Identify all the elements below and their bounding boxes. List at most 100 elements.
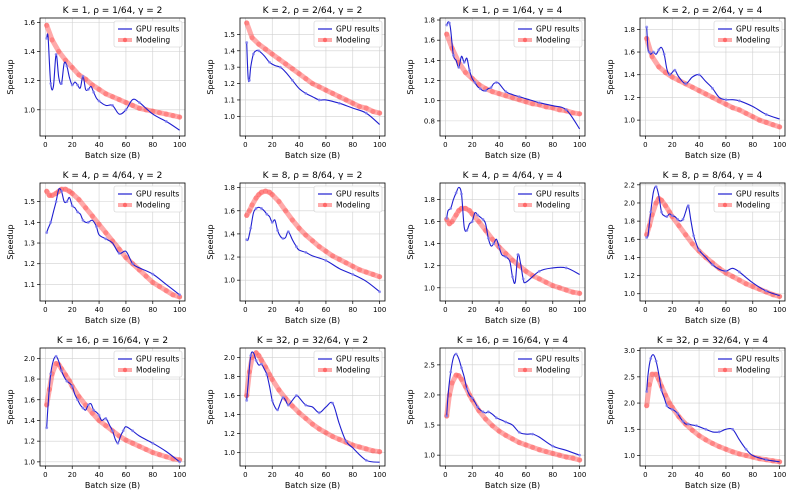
subplot-11-gpu-point-0 bbox=[445, 414, 449, 418]
subplot-12-ylabel: Speedup bbox=[606, 389, 615, 424]
subplot-10-modeling-point-5 bbox=[258, 357, 265, 363]
subplot-5-modeling-point-2 bbox=[49, 192, 55, 199]
subplot-10-gpu-point-0 bbox=[245, 398, 249, 402]
subplot-7-gpu-point-4 bbox=[454, 191, 458, 195]
subplot-8-ytick-label-2: 1.4 bbox=[624, 254, 636, 262]
subplot-10-modeling-point-17 bbox=[330, 433, 336, 440]
subplot-6-xtick-label-5: 100 bbox=[373, 306, 386, 314]
subplot-6-legend-model-label: Modeling bbox=[336, 201, 370, 210]
subplot-3-gpu-point-6 bbox=[457, 66, 461, 69]
subplot-12-xtick-label-2: 40 bbox=[695, 471, 704, 479]
subplot-10-ylabel: Speedup bbox=[206, 389, 215, 424]
subplot-2-gpu-point-16 bbox=[317, 98, 321, 102]
subplot-9-modeling-point-16 bbox=[123, 437, 129, 443]
subplot-4-xtick-label-4: 80 bbox=[748, 141, 757, 149]
subplot-4-xtick-label-5: 100 bbox=[773, 141, 786, 149]
subplot-2-xtick-label-1: 20 bbox=[268, 141, 277, 149]
subplot-7-legend: GPU results Modeling bbox=[513, 185, 583, 213]
subplot-1-legend-gpu-label: GPU results bbox=[136, 25, 179, 34]
subplot-3-legend-model-marker bbox=[522, 37, 528, 43]
subplot-5-legend-box bbox=[113, 185, 183, 213]
subplot-6-modeling-point-14 bbox=[309, 238, 316, 244]
subplot-6-modeling-point-13 bbox=[303, 232, 309, 238]
subplot-5-xtick-label-2: 40 bbox=[95, 306, 104, 314]
subplot-10-ytick-label-3: 1.6 bbox=[224, 392, 236, 400]
subplot-4-title: K = 2, ρ = 2/64, γ = 4 bbox=[663, 6, 763, 16]
subplot-6-gpu-point-12 bbox=[276, 229, 279, 232]
subplot-4-modeling-point-7 bbox=[689, 84, 695, 90]
subplot-8-gpu-point-4 bbox=[654, 185, 658, 189]
subplot-1-xtick-label-4: 80 bbox=[148, 141, 157, 149]
subplot-7-modeling-point-23 bbox=[570, 289, 576, 295]
subplot-9-gpu-point-34 bbox=[178, 460, 182, 464]
subplot-1-modeling-point-11 bbox=[116, 96, 122, 103]
subplot-4-modeling-point-19 bbox=[770, 122, 776, 128]
subplot-8-title: K = 8, ρ = 8/64, γ = 4 bbox=[663, 171, 763, 181]
subplot-11-ytick-label-1: 1.5 bbox=[424, 422, 435, 430]
subplot-4-modeling-point-1 bbox=[649, 53, 655, 60]
subplot-9-gpu-point-28 bbox=[121, 429, 125, 433]
subplot-6-modeling-point-18 bbox=[336, 256, 342, 262]
subplot-4-modeling-point-18 bbox=[763, 119, 769, 125]
subplot-6-frame bbox=[239, 182, 386, 302]
subplot-5-modeling-point-22 bbox=[163, 288, 169, 294]
subplot-10-modeling-point-3 bbox=[253, 350, 259, 356]
subplot-8-gpu-point-18 bbox=[692, 234, 696, 238]
subplot-9-modeling-point-18 bbox=[136, 443, 142, 449]
subplot-12-gpu-point-28 bbox=[764, 458, 768, 462]
subplot-11-modeling-point-22 bbox=[563, 454, 569, 460]
subplot-5-modeling-point-10 bbox=[83, 205, 89, 211]
subplot-1-xtick-label-0: 0 bbox=[43, 141, 47, 149]
subplot-3-frame bbox=[439, 17, 586, 137]
subplot-12-modeling-point-14 bbox=[709, 440, 716, 447]
subplot-10-modeling-point-13 bbox=[303, 415, 309, 422]
subplot-10-ytick-label-0: 1.0 bbox=[224, 449, 235, 457]
subplot-4-xtick-label-3: 60 bbox=[721, 141, 730, 149]
subplot-6-modeling-point-0 bbox=[244, 212, 250, 218]
subplot-4-gpu-point-10 bbox=[668, 73, 671, 77]
subplot-4-modeling-point-9 bbox=[703, 91, 709, 97]
subplot-6-gpu-point-16 bbox=[286, 230, 290, 233]
subplot-12-frame bbox=[639, 347, 786, 467]
subplot-11-ylabel: Speedup bbox=[406, 389, 415, 424]
subplot-12-gpu-point-4 bbox=[654, 359, 658, 363]
subplot-7-modeling-point-11 bbox=[489, 236, 495, 242]
subplot-7-gpu-point-2 bbox=[449, 206, 453, 210]
subplot-4-modeling-point-11 bbox=[716, 98, 722, 104]
subplot-2-ytick-label-1: 1.1 bbox=[224, 96, 235, 104]
subplot-7-modeling-point-21 bbox=[556, 285, 563, 291]
subplot-5-modeling-point-9 bbox=[76, 196, 82, 203]
subplot-9-legend-model-label: Modeling bbox=[136, 366, 170, 375]
subplot-6-series-modeling-line bbox=[244, 188, 383, 280]
subplot-4-xtick-label-2: 40 bbox=[695, 141, 704, 149]
subplot-8-legend-box bbox=[713, 185, 783, 213]
subplot-1-modeling-point-0 bbox=[44, 22, 50, 28]
subplot-4-gpu-point-4 bbox=[652, 50, 655, 54]
subplot-5-gpu-point-22 bbox=[117, 251, 121, 255]
subplot-10-modeling-point-9 bbox=[276, 387, 282, 393]
subplot-2-gpu-point-12 bbox=[290, 78, 294, 82]
subplot-3-ytick-label-2: 1.2 bbox=[424, 77, 435, 85]
subplot-6-legend-gpu-label: GPU results bbox=[336, 190, 379, 199]
subplot-6-title: K = 8, ρ = 8/64, γ = 2 bbox=[263, 171, 363, 181]
subplot-6-modeling-point-12 bbox=[296, 225, 302, 231]
subplot-2-modeling-point-9 bbox=[303, 76, 309, 82]
subplot-11-modeling-point-11 bbox=[489, 423, 495, 429]
subplot-4-modeling-point-13 bbox=[730, 105, 736, 111]
subplot-7-modeling-point-19 bbox=[543, 279, 549, 285]
subplot-10-title: K = 32, ρ = 32/64, γ = 2 bbox=[257, 336, 368, 346]
subplot-5-modeling-point-12 bbox=[96, 221, 102, 228]
subplot-12: 0 20 40 60 80 100 1.0 1.5 2.0 2.5 3.0 K = 32, ρ = 3… bbox=[606, 336, 786, 490]
subplot-1-xtick-label-2: 40 bbox=[95, 141, 104, 149]
subplot-5-gpu-point-6 bbox=[60, 189, 63, 193]
subplot-2: 0 20 40 60 80 100 1.0 1.1 1.2 1.3 1.4 1.5 K = 2, ρ =… bbox=[206, 6, 386, 160]
subplot-4-ylabel: Speedup bbox=[606, 59, 615, 94]
subplot-9-ytick-label-2: 1.4 bbox=[24, 417, 36, 425]
subplot-2-ytick-label-4: 1.4 bbox=[224, 47, 236, 55]
subplot-2-modeling-point-14 bbox=[336, 94, 342, 100]
subplot-10-gpu-point-14 bbox=[281, 396, 285, 399]
subplot-11-modeling-point-18 bbox=[536, 447, 542, 453]
subplot-8-data bbox=[644, 185, 783, 300]
subplot-1-modeling-point-12 bbox=[123, 99, 129, 106]
subplot-1-ylabel: Speedup bbox=[6, 59, 15, 94]
